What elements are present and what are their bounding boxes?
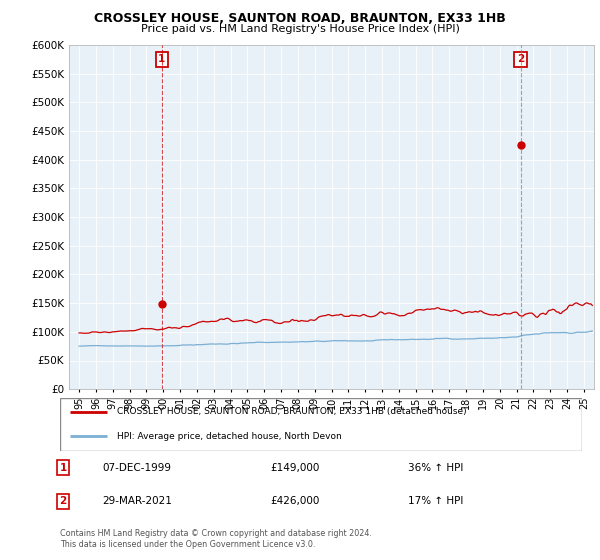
Text: Price paid vs. HM Land Registry's House Price Index (HPI): Price paid vs. HM Land Registry's House … (140, 24, 460, 34)
Text: 2: 2 (517, 54, 524, 64)
Text: 17% ↑ HPI: 17% ↑ HPI (408, 496, 463, 506)
Text: £426,000: £426,000 (270, 496, 319, 506)
Text: HPI: Average price, detached house, North Devon: HPI: Average price, detached house, Nort… (118, 432, 342, 441)
Text: Contains HM Land Registry data © Crown copyright and database right 2024.
This d: Contains HM Land Registry data © Crown c… (60, 529, 372, 549)
Text: 29-MAR-2021: 29-MAR-2021 (102, 496, 172, 506)
Text: 1: 1 (59, 463, 67, 473)
Text: 07-DEC-1999: 07-DEC-1999 (102, 463, 171, 473)
Text: 36% ↑ HPI: 36% ↑ HPI (408, 463, 463, 473)
Text: £149,000: £149,000 (270, 463, 319, 473)
Text: 1: 1 (158, 54, 166, 64)
Text: 2: 2 (59, 496, 67, 506)
Text: CROSSLEY HOUSE, SAUNTON ROAD, BRAUNTON, EX33 1HB: CROSSLEY HOUSE, SAUNTON ROAD, BRAUNTON, … (94, 12, 506, 25)
Text: CROSSLEY HOUSE, SAUNTON ROAD, BRAUNTON, EX33 1HB (detached house): CROSSLEY HOUSE, SAUNTON ROAD, BRAUNTON, … (118, 408, 467, 417)
